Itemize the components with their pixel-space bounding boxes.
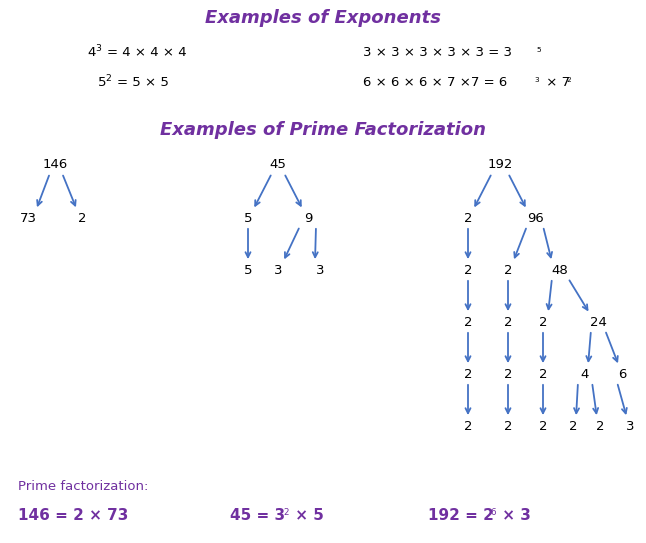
Text: 96: 96 [526, 212, 543, 224]
Text: $^2$: $^2$ [566, 77, 572, 87]
Text: 9: 9 [304, 212, 312, 224]
Text: 2: 2 [78, 212, 87, 224]
Text: Examples of Exponents: Examples of Exponents [205, 9, 441, 27]
Text: $^2$: $^2$ [283, 508, 290, 521]
Text: 146: 146 [43, 159, 68, 172]
Text: $5^2$: $5^2$ [97, 74, 112, 90]
Text: 45: 45 [269, 159, 286, 172]
Text: × 7: × 7 [542, 75, 570, 89]
Text: 2: 2 [568, 420, 578, 433]
Text: 3: 3 [274, 263, 282, 276]
Text: 3: 3 [626, 420, 634, 433]
Text: 48: 48 [552, 263, 568, 276]
Text: $4^3$: $4^3$ [87, 43, 103, 60]
Text: 2: 2 [539, 420, 547, 433]
Text: 73: 73 [19, 212, 37, 224]
Text: 2: 2 [596, 420, 604, 433]
Text: 2: 2 [464, 368, 472, 381]
Text: Prime factorization:: Prime factorization: [18, 479, 149, 493]
Text: 192 = 2: 192 = 2 [428, 508, 494, 522]
Text: 6 × 6 × 6 × 7 ×7 = 6: 6 × 6 × 6 × 7 ×7 = 6 [363, 75, 507, 89]
Text: 2: 2 [504, 368, 512, 381]
Text: 2: 2 [539, 368, 547, 381]
Text: 4: 4 [581, 368, 589, 381]
Text: 192: 192 [487, 159, 513, 172]
Text: $^3$: $^3$ [534, 77, 540, 87]
Text: = 4 × 4 × 4: = 4 × 4 × 4 [107, 46, 187, 59]
Text: $^6$: $^6$ [490, 508, 497, 521]
Text: × 3: × 3 [497, 508, 531, 522]
Text: 6: 6 [618, 368, 626, 381]
Text: 5: 5 [244, 212, 252, 224]
Text: 2: 2 [504, 315, 512, 329]
Text: × 5: × 5 [290, 508, 324, 522]
Text: 2: 2 [504, 420, 512, 433]
Text: = 5 × 5: = 5 × 5 [117, 75, 169, 89]
Text: 146 = 2 × 73: 146 = 2 × 73 [18, 508, 129, 522]
Text: 3: 3 [316, 263, 324, 276]
Text: 3 × 3 × 3 × 3 × 3 = 3: 3 × 3 × 3 × 3 × 3 = 3 [363, 46, 512, 59]
Text: 2: 2 [464, 263, 472, 276]
Text: 45 = 3: 45 = 3 [230, 508, 285, 522]
Text: 2: 2 [464, 420, 472, 433]
Text: 5: 5 [244, 263, 252, 276]
Text: 24: 24 [590, 315, 607, 329]
Text: $^5$: $^5$ [536, 47, 542, 57]
Text: 2: 2 [539, 315, 547, 329]
Text: 2: 2 [504, 263, 512, 276]
Text: 2: 2 [464, 315, 472, 329]
Text: Examples of Prime Factorization: Examples of Prime Factorization [160, 121, 486, 139]
Text: 2: 2 [464, 212, 472, 224]
